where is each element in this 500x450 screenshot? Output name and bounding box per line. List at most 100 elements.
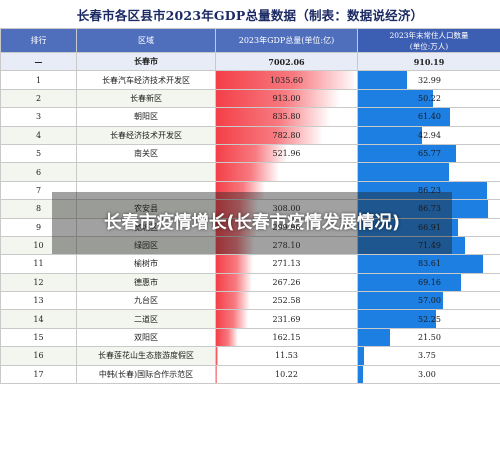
gdp-value: 267.26 bbox=[272, 277, 301, 287]
gdp-value: 1035.60 bbox=[269, 75, 304, 85]
population-cell: 65.77 bbox=[357, 143, 500, 164]
population-cell: 66.91 bbox=[357, 217, 500, 237]
gdp-cell: 782.80 bbox=[215, 125, 358, 145]
gdp-bar bbox=[216, 292, 251, 309]
population-bar bbox=[358, 163, 450, 181]
rank-cell: 1 bbox=[0, 70, 77, 90]
table-row: 9 宽城区 299.96 66.91 bbox=[0, 217, 500, 237]
region-cell: 长春经济技术开发区 bbox=[76, 125, 216, 145]
gdp-bar bbox=[216, 200, 258, 217]
population-bar bbox=[358, 90, 434, 107]
population-cell: 61.40 bbox=[357, 107, 500, 127]
population-bar bbox=[358, 237, 465, 254]
population-cell: 86.73 bbox=[357, 199, 500, 219]
region-cell: 九台区 bbox=[76, 291, 216, 311]
population-bar bbox=[358, 71, 408, 89]
table-row: 11 榆树市 271.13 83.61 bbox=[0, 254, 500, 274]
region-cell: 朝阳区 bbox=[76, 107, 216, 127]
gdp-bar bbox=[216, 347, 218, 365]
table-row: 12 德惠市 267.26 69.16 bbox=[0, 272, 500, 293]
population-bar bbox=[358, 127, 423, 144]
population-value: 21.50 bbox=[418, 333, 441, 343]
rank-cell: 13 bbox=[0, 291, 77, 311]
population-bar bbox=[358, 292, 444, 309]
region-cell: 长春汽车经济技术开发区 bbox=[76, 70, 216, 90]
population-bar bbox=[358, 108, 450, 126]
table-row: 3 朝阳区 835.80 61.40 bbox=[0, 107, 500, 127]
gdp-cell: 521.96 bbox=[215, 143, 358, 164]
population-bar bbox=[358, 310, 437, 328]
gdp-value: 231.69 bbox=[272, 314, 301, 324]
population-value: 61.40 bbox=[418, 112, 441, 122]
gdp-cell: 1035.60 bbox=[215, 70, 358, 90]
table-row: 10 绿园区 278.10 71.49 bbox=[0, 235, 500, 256]
region-cell: 长春新区 bbox=[76, 88, 216, 109]
gdp-bar bbox=[216, 274, 253, 291]
population-bar bbox=[358, 145, 457, 162]
population-bar bbox=[358, 329, 391, 346]
header-population-line1: 2023年末常住人口数量 bbox=[389, 30, 469, 40]
population-bar bbox=[358, 366, 363, 383]
gdp-bar bbox=[216, 108, 330, 126]
header-gdp: 2023年GDP总量(单位:亿) bbox=[215, 28, 358, 53]
gdp-cell: 271.13 bbox=[215, 254, 358, 274]
region-cell: 绿园区 bbox=[76, 235, 216, 256]
rank-cell: 17 bbox=[0, 364, 77, 385]
population-cell: 69.16 bbox=[357, 272, 500, 293]
region-cell: 长春莲花山生态旅游度假区 bbox=[76, 346, 216, 366]
region-cell: 中韩(长春)国际合作示范区 bbox=[76, 364, 216, 385]
table-row: 14 二道区 231.69 52.25 bbox=[0, 309, 500, 329]
population-bar bbox=[358, 182, 487, 199]
population-bar bbox=[358, 274, 462, 291]
population-cell: 83.61 bbox=[357, 254, 500, 274]
gdp-cell: 252.58 bbox=[215, 291, 358, 311]
population-cell: 57.00 bbox=[357, 291, 500, 311]
gdp-value: 271.13 bbox=[272, 259, 301, 269]
watermark-text: 长春市疫情增长(长春市疫情发展情况) bbox=[104, 212, 400, 233]
gdp-bar bbox=[216, 366, 218, 383]
watermark-banner: 长春市疫情增长(长春市疫情发展情况) bbox=[52, 192, 452, 254]
gdp-value: 835.80 bbox=[272, 112, 301, 122]
gdp-value: 278.10 bbox=[272, 241, 301, 251]
population-value: 83.61 bbox=[418, 259, 441, 269]
rank-cell: 5 bbox=[0, 143, 77, 164]
population-bar bbox=[358, 347, 364, 365]
gdp-value: 10.22 bbox=[275, 369, 298, 379]
population-value: 86.73 bbox=[418, 204, 441, 214]
table-row: 17 中韩(长春)国际合作示范区 10.22 3.00 bbox=[0, 364, 500, 385]
population-value: 65.77 bbox=[418, 149, 441, 159]
rank-cell: 9 bbox=[0, 217, 77, 237]
population-cell: 3.00 bbox=[357, 364, 500, 385]
gdp-cell: 835.80 bbox=[215, 107, 358, 127]
table-row: 13 九台区 252.58 57.00 bbox=[0, 291, 500, 311]
population-cell bbox=[357, 162, 500, 182]
table-row: 15 双阳区 162.15 21.50 bbox=[0, 327, 500, 348]
rank-cell: 16 bbox=[0, 346, 77, 366]
population-value: 86.23 bbox=[418, 185, 441, 195]
gdp-bar bbox=[216, 90, 341, 107]
region-cell: 榆树市 bbox=[76, 254, 216, 274]
total-rank: — bbox=[0, 51, 77, 72]
region-cell: 南关区 bbox=[76, 143, 216, 164]
population-bar bbox=[358, 219, 458, 236]
header-rank: 排行 bbox=[0, 28, 77, 53]
gdp-cell: 11.53 bbox=[215, 346, 358, 366]
rank-cell: 4 bbox=[0, 125, 77, 145]
population-value: 71.49 bbox=[418, 241, 441, 251]
rank-cell: 3 bbox=[0, 107, 77, 127]
gdp-value: 11.53 bbox=[275, 351, 298, 361]
gdp-cell bbox=[215, 162, 358, 182]
gdp-value: 252.58 bbox=[272, 296, 301, 306]
header-row: 排行 区域 2023年GDP总量(单位:亿) 2023年末常住人口数量 (单位:… bbox=[0, 28, 500, 53]
table-row: 4 长春经济技术开发区 782.80 42.94 bbox=[0, 125, 500, 145]
population-value: 52.25 bbox=[418, 314, 441, 324]
population-cell: 21.50 bbox=[357, 327, 500, 348]
rank-cell: 10 bbox=[0, 235, 77, 256]
population-cell: 86.23 bbox=[357, 180, 500, 201]
rank-cell: 6 bbox=[0, 162, 77, 182]
gdp-value: 782.80 bbox=[272, 130, 301, 140]
total-row: — 长春市 7002.06 910.19 bbox=[0, 51, 500, 72]
population-cell: 52.25 bbox=[357, 309, 500, 329]
population-bar bbox=[358, 255, 483, 273]
gdp-value: 913.00 bbox=[272, 93, 301, 103]
